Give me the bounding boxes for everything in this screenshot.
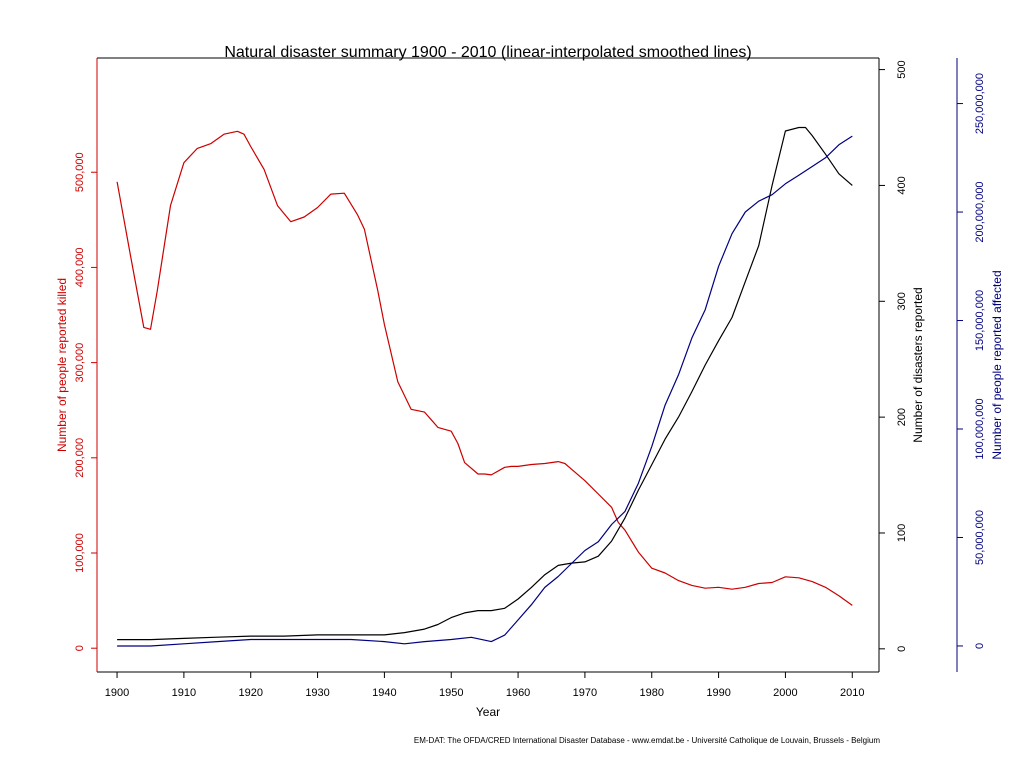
x-axis-title: Year (476, 705, 500, 719)
y-axis-affected: 0 50,000,000 100,000,000 150,000,000 200,000… (956, 58, 986, 672)
y-axis-affected-tick-label: 250,000,000 (974, 73, 986, 134)
x-tick-label: 1920 (238, 687, 262, 699)
series-line-affected (117, 135, 853, 647)
y-axis-affected-tick-label: 0 (974, 643, 986, 649)
x-tick-label: 1970 (573, 687, 597, 699)
y-axis-disasters-tick-label: 300 (896, 292, 908, 310)
y-axis-killed-tick-label: 500,000 (74, 152, 86, 192)
x-tick-label: 1990 (706, 687, 730, 699)
chart-title: Natural disaster summary 1900 - 2010 (li… (224, 44, 751, 61)
x-axis: 1900 1910 1920 1930 1940 1950 1960 1970 1980 1990… (105, 672, 865, 699)
x-tick-label: 1940 (372, 687, 396, 699)
x-tick-label: 1930 (305, 687, 329, 699)
y-axis-killed-tick-label: 100,000 (74, 533, 86, 573)
y-axis-disasters-tick-label: 400 (896, 176, 908, 194)
x-tick-label: 1900 (105, 687, 129, 699)
y-axis-killed-tick-label: 300,000 (74, 343, 86, 383)
x-tick-label: 2000 (773, 687, 797, 699)
y-axis-killed-title: Number of people reported killed (55, 278, 69, 452)
y-axis-killed: 0 100,000 200,000 300,000 400,000 500,000 (74, 58, 98, 672)
plot-frame (97, 57, 880, 673)
y-axis-affected-tick-label: 200,000,000 (974, 181, 986, 242)
x-tick-label: 1950 (439, 687, 463, 699)
y-axis-affected-tick-label: 50,000,000 (974, 510, 986, 565)
y-axis-killed-tick-label: 200,000 (74, 438, 86, 478)
x-tick-label: 2010 (840, 687, 864, 699)
x-tick-label: 1960 (506, 687, 530, 699)
y-axis-disasters-tick-label: 0 (896, 646, 908, 652)
source-footnote: EM-DAT: The OFDA/CRED International Disa… (414, 736, 880, 745)
series-lines (116, 126, 853, 647)
y-axis-affected-title: Number of people reported affected (990, 270, 1004, 459)
y-axis-killed-tick-label: 400,000 (74, 248, 86, 288)
series-line-killed (116, 130, 853, 606)
y-axis-affected-tick-label: 150,000,000 (974, 290, 986, 351)
y-axis-affected-tick-label: 100,000,000 (974, 398, 986, 459)
series-line-disasters (117, 126, 853, 641)
y-axis-disasters-tick-label: 100 (896, 524, 908, 542)
y-axis-disasters-title: Number of disasters reported (911, 287, 925, 442)
x-tick-label: 1910 (172, 687, 196, 699)
y-axis-killed-tick-label: 0 (74, 645, 86, 651)
x-tick-label: 1980 (640, 687, 664, 699)
y-axis-disasters: 0 100 200 300 400 500 (878, 58, 908, 672)
y-axis-disasters-tick-label: 200 (896, 408, 908, 426)
y-axis-disasters-tick-label: 500 (896, 60, 908, 78)
